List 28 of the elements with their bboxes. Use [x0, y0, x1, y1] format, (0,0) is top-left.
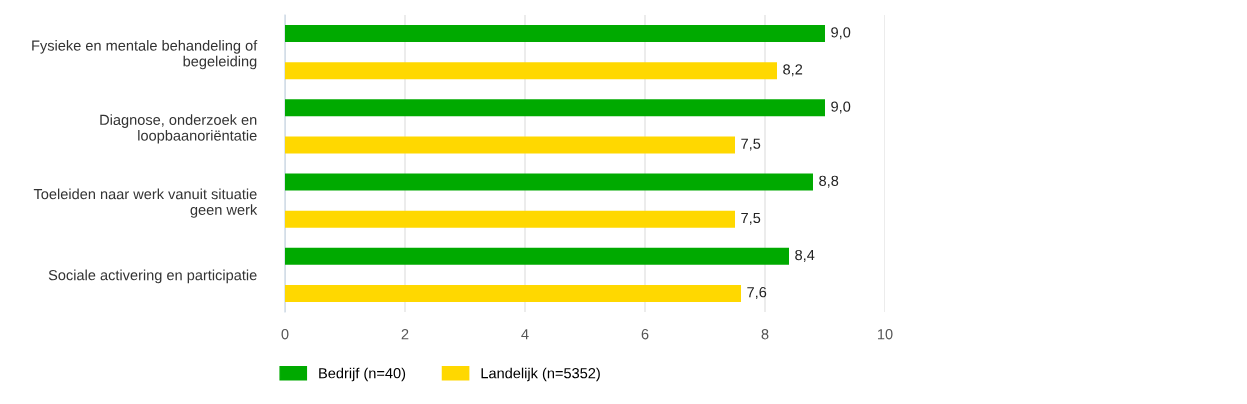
x-tick-label: 6: [641, 329, 649, 340]
data-label: 9,0: [831, 101, 851, 114]
bar: [285, 247, 789, 265]
x-tick-label: 2: [401, 329, 409, 340]
x-tick-label: 0: [281, 329, 289, 340]
data-label: 7,5: [741, 212, 761, 225]
bar: [285, 99, 825, 117]
bar: [285, 136, 735, 154]
legend-label: Bedrijf (n=40): [319, 367, 406, 382]
bar: [285, 25, 825, 43]
data-label: 7,6: [747, 287, 767, 300]
bar: [285, 173, 813, 191]
data-label: 9,0: [831, 27, 851, 40]
y-tick-label: Fysieke en mentale behandeling of begeleiding: [32, 40, 258, 70]
bar: [285, 284, 741, 302]
y-tick-label: Sociale activering en participatie: [48, 269, 257, 284]
y-tick-label: Diagnose, onderzoek en loopbaanoriëntatie: [100, 114, 257, 144]
x-tick-label: 8: [761, 329, 769, 340]
data-label: 8,2: [783, 64, 803, 77]
x-tick-label: 4: [521, 329, 529, 340]
x-tick-label: 10: [878, 329, 893, 340]
data-label: 8,8: [819, 175, 839, 188]
data-label: 8,4: [795, 249, 815, 262]
bar: [285, 210, 735, 228]
data-label: 7,5: [741, 138, 761, 151]
bar: [285, 62, 777, 80]
legend-label: Landelijk (n=5352): [481, 367, 600, 382]
y-tick-label: Toeleiden naar werk vanuit situatie geen werk: [33, 188, 258, 218]
